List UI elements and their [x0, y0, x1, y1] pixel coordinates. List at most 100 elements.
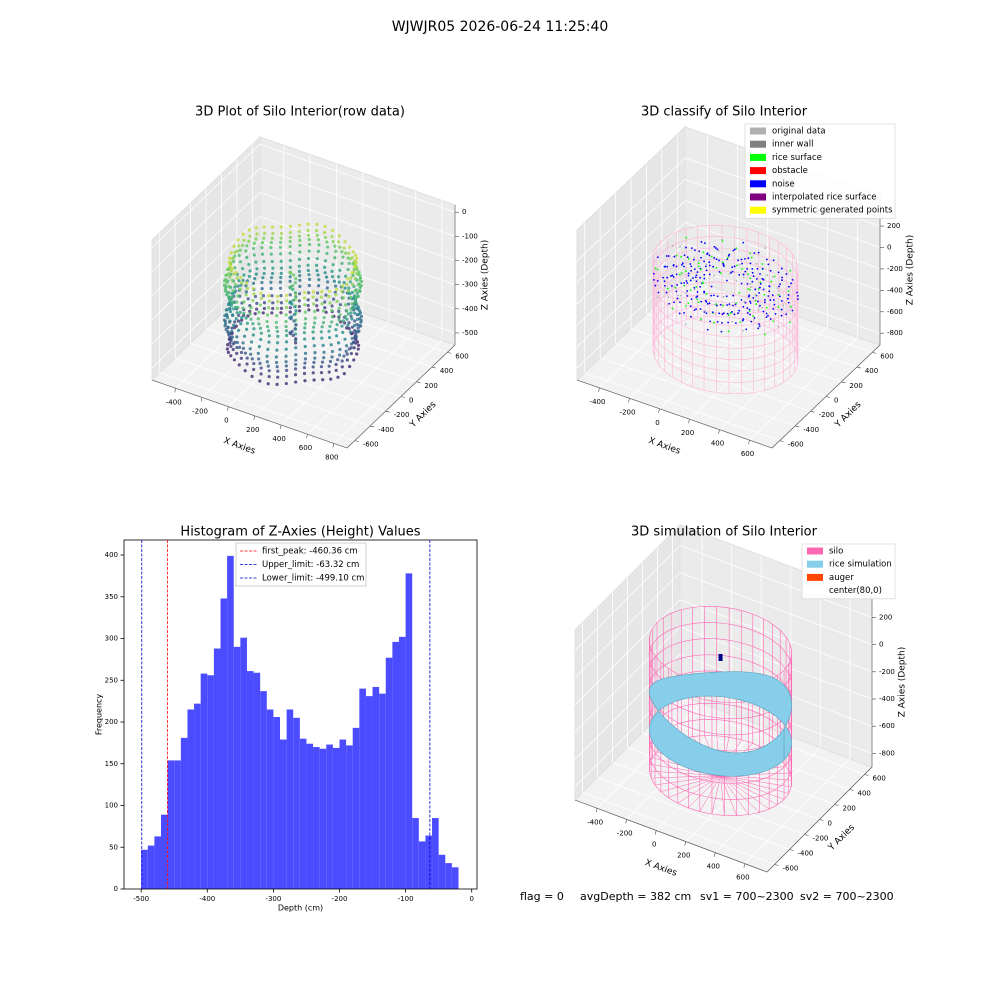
- point: [746, 282, 749, 285]
- point: [342, 246, 346, 250]
- point: [685, 292, 687, 294]
- point: [789, 321, 791, 324]
- point: [270, 259, 274, 264]
- legend-label: inner wall: [772, 140, 813, 150]
- grid-line: [576, 200, 686, 305]
- point: [758, 306, 760, 309]
- point: [745, 328, 748, 331]
- point: [699, 285, 702, 288]
- point: [315, 233, 319, 238]
- point: [787, 301, 790, 304]
- point: [288, 265, 292, 269]
- point: [740, 282, 743, 285]
- z-tick-label: -600: [887, 308, 903, 316]
- x-tick: [227, 406, 229, 411]
- point: [285, 333, 289, 338]
- point: [671, 285, 673, 287]
- point: [241, 232, 245, 236]
- point: [236, 284, 240, 288]
- x-tick: [714, 852, 716, 857]
- point: [224, 273, 228, 277]
- point: [715, 303, 718, 305]
- point: [267, 306, 271, 310]
- bar: [451, 867, 459, 889]
- point: [267, 340, 271, 344]
- point: [230, 291, 234, 295]
- point: [248, 309, 252, 313]
- point: [753, 318, 755, 321]
- point: [254, 237, 258, 241]
- point: [341, 296, 345, 300]
- point: [721, 322, 723, 324]
- point: [225, 281, 229, 285]
- point: [786, 297, 789, 300]
- point: [335, 299, 339, 303]
- point: [279, 294, 283, 298]
- point: [315, 269, 319, 273]
- axis-edge: [771, 344, 881, 449]
- point: [742, 241, 745, 244]
- point: [256, 351, 260, 356]
- point: [232, 244, 236, 248]
- point: [303, 291, 307, 295]
- point: [720, 272, 722, 275]
- point: [694, 276, 697, 279]
- point: [279, 306, 283, 310]
- point: [358, 289, 362, 293]
- z-tick-label: -200: [887, 265, 903, 273]
- grid-line: [584, 372, 780, 442]
- point: [324, 275, 329, 279]
- point: [352, 358, 356, 362]
- point: [306, 298, 310, 302]
- point: [265, 325, 270, 329]
- point: [328, 301, 332, 305]
- point: [262, 266, 267, 270]
- point: [744, 257, 746, 260]
- y-tick-label: -400: [798, 850, 814, 858]
- point: [359, 314, 364, 318]
- chart-title: Histogram of Z-Axies (Height) Values: [180, 525, 420, 540]
- point: [738, 309, 740, 312]
- point: [337, 309, 341, 313]
- point: [306, 263, 310, 267]
- y-tick-label: 600: [880, 352, 893, 360]
- point: [231, 347, 235, 352]
- x-tick-label: 0: [655, 419, 659, 427]
- point: [690, 315, 692, 318]
- point: [249, 317, 253, 321]
- point: [302, 296, 307, 300]
- silo-wire: [720, 775, 785, 800]
- point: [697, 265, 700, 268]
- point: [337, 306, 341, 311]
- point: [759, 282, 762, 285]
- point: [241, 243, 245, 248]
- x-tick: [684, 841, 687, 846]
- point: [228, 256, 232, 260]
- point: [665, 255, 668, 257]
- point: [288, 235, 292, 240]
- point: [349, 276, 353, 280]
- point: [302, 331, 307, 335]
- point: [253, 276, 257, 281]
- point: [315, 291, 320, 295]
- point: [342, 354, 346, 358]
- point: [242, 334, 247, 338]
- point: [738, 291, 741, 294]
- point: [708, 302, 711, 305]
- point: [678, 312, 681, 315]
- point: [690, 270, 693, 272]
- point: [359, 318, 363, 322]
- silo-wire: [720, 775, 725, 816]
- point: [311, 336, 316, 340]
- point: [288, 310, 292, 314]
- point: [294, 362, 298, 367]
- y-tick: [841, 381, 846, 384]
- point: [234, 317, 238, 321]
- point: [226, 290, 230, 295]
- point: [751, 267, 754, 270]
- point: [227, 296, 231, 300]
- point: [734, 322, 737, 325]
- point: [713, 274, 715, 277]
- bar: [227, 555, 234, 889]
- point: [333, 256, 337, 260]
